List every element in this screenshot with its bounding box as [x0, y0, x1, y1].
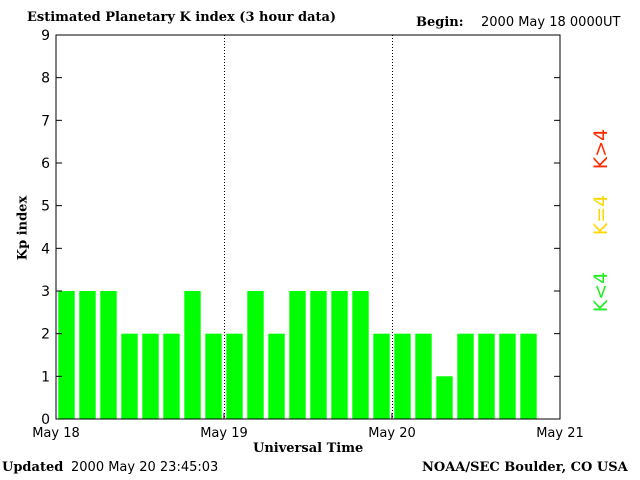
x-axis: May 18 May 19 May 20 May 21 [32, 413, 584, 441]
legend-k-greater-4: K>4 [590, 128, 612, 170]
x-tick-label: May 19 [200, 426, 248, 441]
kp-bar [478, 333, 495, 419]
kp-bar [163, 333, 180, 419]
kp-bar [394, 333, 411, 419]
y-axis-label: Kp index [15, 195, 31, 261]
plot-frame [55, 34, 561, 420]
kp-bar [436, 376, 453, 419]
kp-bar [268, 333, 285, 419]
x-axis-label: Universal Time [253, 441, 364, 456]
kp-bar [205, 333, 222, 419]
y-tick-label: 3 [41, 284, 50, 300]
y-tick-label: 2 [41, 327, 50, 343]
kp-bar [352, 291, 369, 419]
y-axis: 0 1 2 3 4 5 6 7 8 9 [41, 28, 560, 428]
updated-value: 2000 May 20 23:45:03 [71, 460, 219, 475]
legend-k-less-4: K<4 [590, 271, 612, 313]
kp-bar [247, 291, 264, 419]
kp-bar [520, 333, 537, 419]
legend-k-equal-4: K=4 [590, 194, 612, 236]
kp-bar [415, 333, 432, 419]
bar-group [58, 291, 537, 419]
credit-text: NOAA/SEC Boulder, CO USA [422, 460, 628, 475]
y-tick-label: 8 [41, 71, 50, 87]
y-tick-label: 0 [41, 412, 50, 428]
begin-value: 2000 May 18 0000UT [481, 15, 621, 30]
y-tick-label: 9 [41, 28, 50, 44]
updated-label: Updated [2, 460, 64, 475]
kp-bar [310, 291, 327, 419]
begin-label: Begin: [416, 15, 464, 30]
y-tick-label: 6 [41, 156, 50, 172]
y-tick-label: 7 [41, 113, 50, 129]
kp-bar [184, 291, 201, 419]
x-tick-label: May 18 [32, 426, 80, 441]
x-tick-label: May 21 [536, 426, 584, 441]
day-dividers [224, 35, 393, 419]
kp-bar [100, 291, 117, 419]
y-tick-label: 5 [41, 199, 50, 215]
kp-bar [457, 333, 474, 419]
y-tick-label: 4 [41, 241, 50, 257]
kp-bar [331, 291, 348, 419]
kp-bar [373, 333, 390, 419]
kp-bar [499, 333, 516, 419]
y-tick-label: 1 [41, 369, 50, 385]
kp-bar [121, 333, 138, 419]
kp-bar [289, 291, 306, 419]
kp-bar [226, 333, 243, 419]
x-tick-label: May 20 [368, 426, 416, 441]
kp-bar [79, 291, 96, 419]
kp-bar [58, 291, 75, 419]
chart-title: Estimated Planetary K index (3 hour data… [27, 10, 337, 25]
kp-bar [142, 333, 159, 419]
